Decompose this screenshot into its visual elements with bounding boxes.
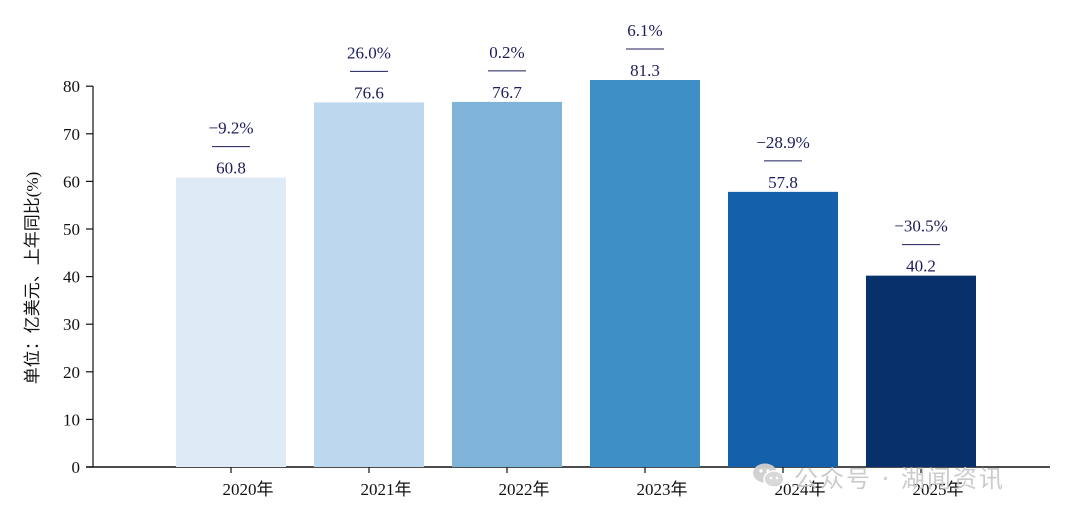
y-tick-label: 60 xyxy=(63,172,80,191)
x-ticks: 2020年 2021年 2022年 2023年 2024年 2025年 xyxy=(223,467,964,499)
x-tick-label: 2025年 xyxy=(913,480,964,499)
watermark: 公众号 · 湖闻资讯 xyxy=(752,456,1005,496)
yoy-label: 0.2% xyxy=(489,43,524,62)
yoy-label: 26.0% xyxy=(347,43,391,62)
y-tick-label: 0 xyxy=(72,458,81,477)
bars xyxy=(176,80,976,468)
wechat-icon xyxy=(753,463,785,488)
bar xyxy=(176,177,286,468)
bar xyxy=(590,80,700,468)
data-labels: 60.8 −9.2% 76.6 26.0% 76.7 0.2% 81.3 6.1% 57.8 −2… xyxy=(209,21,948,276)
yoy-label: −30.5% xyxy=(894,217,948,236)
y-tick-label: 30 xyxy=(63,315,80,334)
y-tick-label: 50 xyxy=(63,220,80,239)
y-tick-label: 10 xyxy=(63,410,80,429)
x-tick-label: 2020年 xyxy=(223,480,274,499)
bar xyxy=(728,191,838,467)
value-label: 57.8 xyxy=(768,173,798,192)
value-label: 81.3 xyxy=(630,61,660,80)
y-tick-label: 20 xyxy=(63,363,80,382)
x-tick-label: 2023年 xyxy=(637,480,688,499)
bar xyxy=(866,275,976,467)
value-label: 76.6 xyxy=(354,83,384,102)
y-ticks: 0 10 20 30 40 50 60 70 80 xyxy=(63,77,93,477)
value-label: 60.8 xyxy=(216,159,246,178)
y-axis-label: 单位：亿美元、上年同比(%) xyxy=(23,172,42,384)
bar xyxy=(452,101,562,468)
y-tick-label: 80 xyxy=(63,77,80,96)
value-label: 76.7 xyxy=(492,83,522,102)
x-tick-label: 2022年 xyxy=(499,480,550,499)
value-label: 40.2 xyxy=(906,257,936,276)
x-tick-label: 2021年 xyxy=(361,480,412,499)
bar xyxy=(314,102,424,467)
yoy-label: −28.9% xyxy=(756,133,810,152)
yoy-label: 6.1% xyxy=(627,21,662,40)
x-tick-label: 2024年 xyxy=(775,480,826,499)
y-tick-label: 70 xyxy=(63,125,80,144)
yoy-label: −9.2% xyxy=(209,119,254,138)
watermark-text: 公众号 · 湖闻资讯 xyxy=(794,464,1005,493)
y-tick-label: 40 xyxy=(63,268,80,287)
